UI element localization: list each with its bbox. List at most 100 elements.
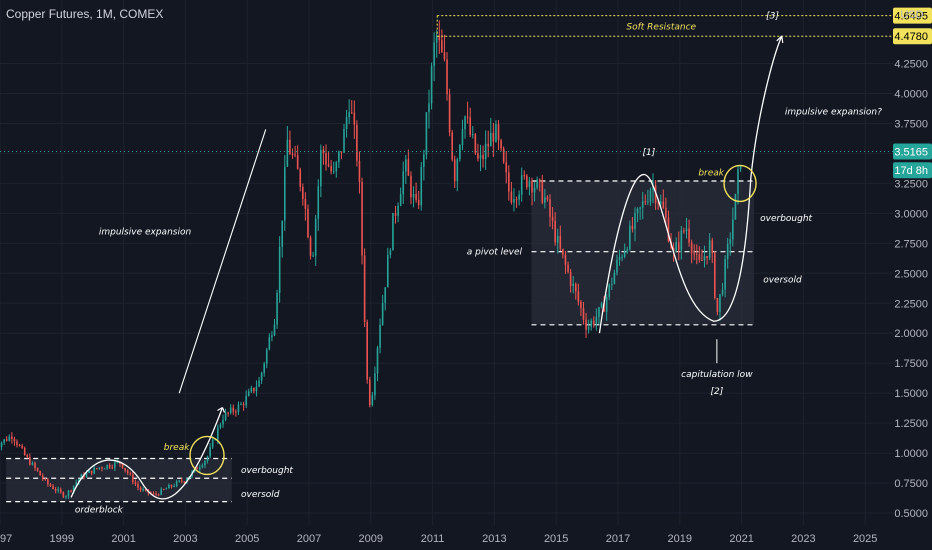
price-tag-bg	[893, 28, 932, 45]
candle-body	[536, 179, 538, 188]
candle-body	[392, 213, 394, 251]
candle-body	[348, 112, 350, 118]
candle-body	[448, 94, 451, 133]
candle-body	[479, 155, 482, 159]
candle-body	[291, 153, 294, 155]
candle-body	[350, 112, 353, 114]
price-axis: 4.25004.00003.75003.50003.25003.00002.75…	[893, 7, 932, 520]
candle-body	[729, 239, 732, 244]
candle-body	[399, 194, 402, 206]
candle-body	[299, 169, 302, 187]
candle-body	[732, 219, 734, 240]
candle-body	[695, 253, 698, 255]
candle-body	[250, 387, 253, 392]
candle-body	[592, 320, 595, 325]
candle-body	[18, 445, 21, 447]
candle-body	[564, 254, 567, 265]
candle-body	[657, 202, 659, 204]
arrowhead-right	[776, 35, 784, 44]
candle-body	[3, 439, 5, 443]
y-tick-label: 2.5000	[894, 268, 928, 280]
candle-body	[716, 298, 719, 313]
y-tick-label: 4.2500	[894, 59, 928, 71]
candle-body	[296, 155, 299, 170]
candle-body	[574, 283, 577, 292]
candle-body	[518, 194, 520, 200]
candle-body	[157, 494, 160, 496]
y-tick-label: 3.7500	[894, 118, 928, 130]
x-tick-label: 2015	[544, 533, 568, 545]
x-tick-label: 2009	[359, 533, 383, 545]
candle-body	[5, 439, 8, 441]
candle-body	[106, 464, 108, 469]
candle-body	[677, 242, 680, 251]
candle-body	[453, 159, 456, 182]
annotation-lines	[0, 15, 893, 500]
candle-body	[618, 257, 621, 260]
candle-body	[340, 151, 343, 153]
candle-body	[314, 218, 317, 256]
annotation-wave2: [2]	[710, 387, 723, 397]
time-axis: 1997 1999 2001 2003 2005 2007 2009 2011 2013 2015…	[0, 533, 877, 545]
candle-body	[435, 35, 438, 43]
candle-body	[544, 197, 546, 203]
candle-body	[482, 155, 484, 160]
candle-body	[52, 486, 54, 490]
candle-body	[489, 132, 492, 147]
annotation-pivot: a pivot level	[467, 248, 523, 258]
y-tick-label: 2.7500	[894, 238, 928, 250]
candle-body	[235, 411, 237, 413]
candle-body	[533, 187, 536, 193]
candle-body	[526, 175, 528, 188]
candle-body	[541, 180, 544, 203]
candle-body	[379, 324, 381, 348]
candle-body	[273, 324, 276, 336]
candle-body	[598, 307, 600, 317]
candle-body	[528, 180, 531, 188]
candle-body	[386, 254, 389, 288]
x-tick-label: 2023	[791, 533, 815, 545]
candle-body	[31, 463, 34, 465]
candle-body	[639, 207, 641, 209]
candle-body	[456, 159, 459, 182]
y-tick-label: 1.5000	[894, 388, 928, 400]
candle-body	[242, 404, 245, 406]
annotation-oversold1: oversold	[241, 490, 280, 500]
annotation-orderblock: orderblock	[75, 505, 124, 515]
candle-body	[616, 259, 618, 273]
candle-body	[21, 445, 23, 448]
candle-body	[531, 180, 533, 193]
candle-body	[500, 140, 502, 149]
x-tick-label: 2011	[421, 533, 445, 545]
candle-body	[508, 172, 510, 192]
candle-body	[582, 308, 585, 320]
x-tick-label: 2025	[853, 533, 877, 545]
candle-body	[281, 220, 284, 247]
candle-body	[263, 363, 265, 373]
candle-body	[492, 132, 495, 142]
candle-body	[283, 166, 286, 221]
candle-body	[734, 194, 737, 220]
x-tick-label: 2003	[173, 533, 197, 545]
candle-body	[572, 283, 574, 286]
price-tag-label: 4.6495	[894, 11, 928, 23]
candle-body	[672, 248, 675, 252]
candle-body	[196, 467, 199, 470]
candle-body	[302, 186, 304, 199]
candle-body	[683, 230, 685, 232]
candle-body	[356, 124, 358, 161]
candle-body	[585, 319, 587, 330]
candle-body	[23, 447, 26, 456]
candle-body	[152, 493, 155, 495]
annotation-overbought2: overbought	[760, 214, 812, 224]
candle-body	[690, 242, 693, 254]
candle-body	[75, 482, 78, 486]
price-tag-bg	[893, 143, 932, 160]
candle-body	[335, 162, 338, 172]
candle-body	[667, 217, 670, 242]
candle-body	[65, 496, 67, 498]
candle-body	[675, 242, 677, 252]
candle-body	[430, 66, 433, 104]
